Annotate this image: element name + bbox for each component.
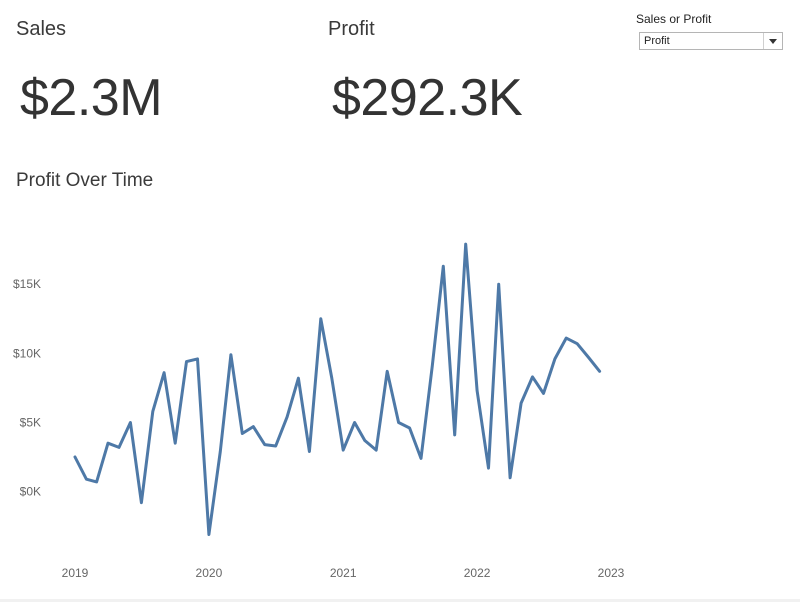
profit-kpi-value: $292.3K: [332, 69, 523, 127]
sales-or-profit-dropdown[interactable]: Profit: [639, 32, 783, 50]
bottom-divider: [0, 599, 800, 602]
parameter-label: Sales or Profit: [636, 12, 712, 26]
sales-kpi-label: Sales: [16, 18, 67, 40]
y-tick-label: $10K: [13, 346, 41, 360]
x-tick-label: 2021: [330, 566, 357, 580]
x-tick-label: 2022: [464, 566, 491, 580]
x-tick-label: 2020: [196, 566, 223, 580]
sales-kpi-value: $2.3M: [20, 69, 163, 127]
x-tick-label: 2019: [62, 566, 89, 580]
x-tick-label: 2023: [598, 566, 625, 580]
y-tick-label: $15K: [13, 277, 41, 291]
profit-kpi-label: Profit: [328, 18, 375, 40]
dropdown-selected-value: Profit: [644, 35, 670, 47]
chart-title: Profit Over Time: [16, 170, 154, 191]
profit-series-line[interactable]: [73, 242, 602, 536]
chevron-down-icon[interactable]: [763, 33, 782, 49]
y-tick-label: $5K: [20, 415, 41, 429]
y-tick-label: $0K: [20, 485, 41, 499]
